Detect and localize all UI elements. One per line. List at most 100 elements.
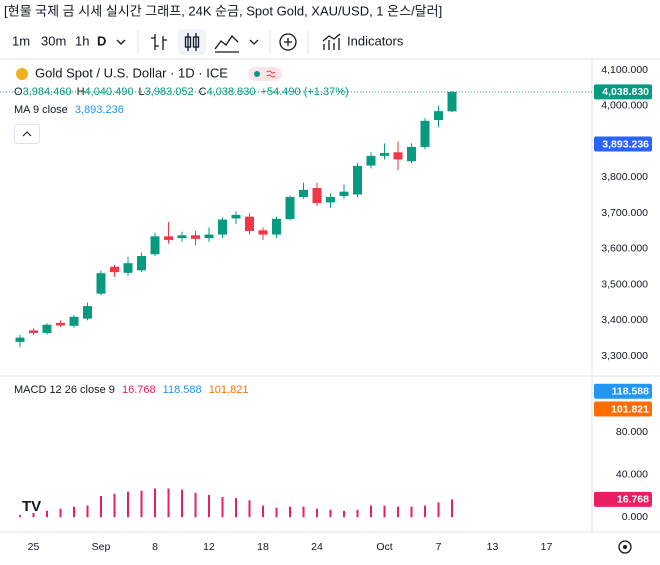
y-tick-label: 40.000 (616, 469, 648, 481)
histogram-bar (19, 515, 21, 518)
candle-body (434, 111, 443, 121)
ohlc-value: 3,983.052 (145, 86, 194, 98)
dropdown-arrow[interactable] (249, 39, 259, 45)
histogram-bar (424, 505, 426, 518)
candle-body (420, 120, 430, 147)
candle-body (83, 306, 92, 319)
interval-button[interactable]: 1h (75, 33, 89, 48)
price-badge-label: 101.821 (611, 403, 649, 415)
histogram-bar (86, 505, 89, 518)
tv-logo: TV (22, 498, 41, 515)
x-tick-label: 24 (311, 541, 323, 553)
ma-legend-name: MA 9 close (14, 104, 68, 116)
price-badge (594, 491, 652, 507)
candle-icon-selected[interactable] (178, 29, 206, 55)
candle-body (69, 316, 79, 326)
x-tick-label: 18 (257, 541, 269, 553)
ohlc-legend: O3,984.460 H4,040.490 L3,983.052 C4,038.… (14, 86, 349, 98)
candle-body (110, 266, 119, 273)
add-icon[interactable] (279, 33, 297, 51)
histogram-bar (410, 506, 413, 518)
candle-body (42, 324, 52, 333)
candle-body (164, 236, 173, 240)
price-badge-label: 3,893.236 (602, 138, 649, 150)
gear-center (623, 545, 627, 549)
candle-body (15, 337, 25, 342)
histogram-bar (356, 509, 359, 518)
y-tick-label: 4,000.000 (601, 100, 648, 112)
symbol-title: Gold Spot / U.S. Dollar · 1D · ICE (35, 65, 228, 80)
macd-legend-name: MACD 12 26 close 9 (14, 384, 115, 396)
collapse-arrow (22, 131, 32, 137)
price-badge (594, 401, 652, 417)
interval-button[interactable]: D (97, 33, 106, 48)
histogram-bar (302, 506, 305, 518)
histogram-bar (343, 510, 345, 518)
price-badge (594, 383, 652, 399)
histogram-bar (235, 498, 237, 518)
histogram-bar (73, 506, 75, 518)
histogram-bar (451, 499, 453, 518)
ohlc-value: 3,984.460 (23, 86, 72, 98)
y-tick-label: 3,600.000 (601, 243, 648, 255)
histogram-bar (113, 493, 116, 518)
x-tick-label: Sep (92, 541, 111, 553)
histogram-bar (275, 507, 278, 518)
area-icon[interactable] (214, 34, 239, 53)
gear-outline (618, 540, 632, 554)
candle-body (380, 153, 389, 156)
settings-icon[interactable] (618, 540, 632, 554)
toolbar: 1m 30m 1h D Indicators (0, 29, 660, 60)
candle-body (285, 197, 295, 220)
histogram-bar (437, 502, 440, 518)
y-tick-label: 3,800.000 (601, 171, 648, 183)
x-tick-label: 13 (487, 541, 499, 553)
y-tick-label: 0.000 (622, 511, 648, 523)
candle-body (393, 152, 403, 160)
add-icon-cross (284, 38, 292, 46)
y-tick-label: 4,100.000 (601, 64, 648, 76)
histogram-bar (208, 494, 210, 518)
histogram-bar (370, 505, 372, 518)
price-badge-label: 4,038.830 (602, 86, 649, 98)
interval-button[interactable]: 30m (41, 33, 66, 48)
histogram-bar (154, 488, 156, 518)
interval-button[interactable]: 1m (12, 33, 30, 48)
symbol-icon (16, 68, 28, 80)
indicators-icon[interactable] (322, 33, 341, 50)
y-tick-label: 3,400.000 (601, 314, 648, 326)
dropdown-arrow[interactable] (116, 39, 126, 45)
candle-body (204, 234, 214, 239)
x-tick-label: 17 (541, 541, 553, 553)
candle-body (56, 322, 65, 326)
indicators-button[interactable]: Indicators (347, 33, 404, 48)
candle-body (339, 191, 349, 196)
candle-body (258, 230, 268, 235)
x-tick-label: 7 (436, 541, 442, 553)
status-dot (254, 71, 260, 77)
price-badge (594, 84, 652, 100)
price-badge (594, 136, 652, 152)
collapse-button[interactable] (14, 124, 40, 144)
x-tick-label: 12 (203, 541, 215, 553)
status-icon (266, 70, 276, 78)
ma-legend-value: 3,893.236 (75, 104, 124, 116)
histogram-bar (329, 509, 332, 518)
histogram-bar (289, 506, 291, 518)
histogram-bar (397, 506, 399, 518)
candle-body (326, 197, 335, 203)
candle-body (366, 155, 376, 166)
candle-icon[interactable] (184, 33, 200, 51)
candle-body (447, 91, 457, 112)
y-tick-label: 80.000 (616, 426, 648, 438)
candle-body (272, 218, 281, 235)
bar-chart-icon[interactable] (151, 34, 167, 50)
candle-body (96, 273, 106, 294)
candle-body (353, 165, 362, 195)
histogram-bar (127, 491, 129, 518)
ohlc-change: +54.490 (+1.37%) (261, 86, 349, 98)
candle-body (312, 188, 322, 204)
x-tick-label: 25 (28, 541, 40, 553)
